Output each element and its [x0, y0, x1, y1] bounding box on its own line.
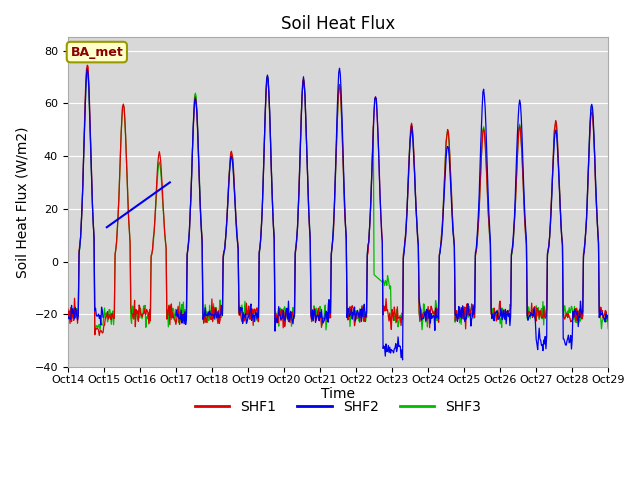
Title: Soil Heat Flux: Soil Heat Flux [281, 15, 395, 33]
Text: BA_met: BA_met [70, 46, 124, 59]
SHF2 [383, 349, 390, 355]
SHF2 [64, 316, 72, 322]
Line: SHF1: SHF1 [68, 65, 608, 336]
SHF2 [330, 206, 338, 212]
SHF2 [183, 252, 191, 258]
SHF3 [207, 308, 215, 313]
SHF3 [184, 245, 192, 251]
SHF3 [92, 327, 99, 333]
SHF1 [207, 317, 215, 323]
SHF3 [331, 188, 339, 194]
SHF1 [64, 306, 72, 312]
SHF1 [604, 317, 612, 323]
SHF2 [556, 189, 563, 195]
X-axis label: Time: Time [321, 387, 355, 401]
SHF3 [556, 202, 564, 208]
SHF2 [207, 312, 214, 318]
Line: SHF3: SHF3 [68, 74, 608, 330]
SHF1 [437, 242, 445, 248]
Y-axis label: Soil Heat Flux (W/m2): Soil Heat Flux (W/m2) [15, 126, 29, 278]
SHF3 [83, 72, 91, 77]
SHF1 [95, 333, 103, 338]
SHF1 [384, 307, 392, 313]
SHF3 [437, 241, 445, 247]
SHF1 [83, 62, 91, 68]
SHF3 [64, 312, 72, 317]
SHF1 [184, 246, 192, 252]
SHF1 [556, 204, 564, 210]
SHF3 [384, 273, 392, 278]
SHF3 [604, 326, 612, 332]
SHF2 [436, 250, 444, 255]
SHF1 [331, 188, 339, 193]
SHF2 [604, 312, 612, 318]
Legend: SHF1, SHF2, SHF3: SHF1, SHF2, SHF3 [189, 394, 487, 420]
Line: SHF2: SHF2 [68, 68, 608, 360]
